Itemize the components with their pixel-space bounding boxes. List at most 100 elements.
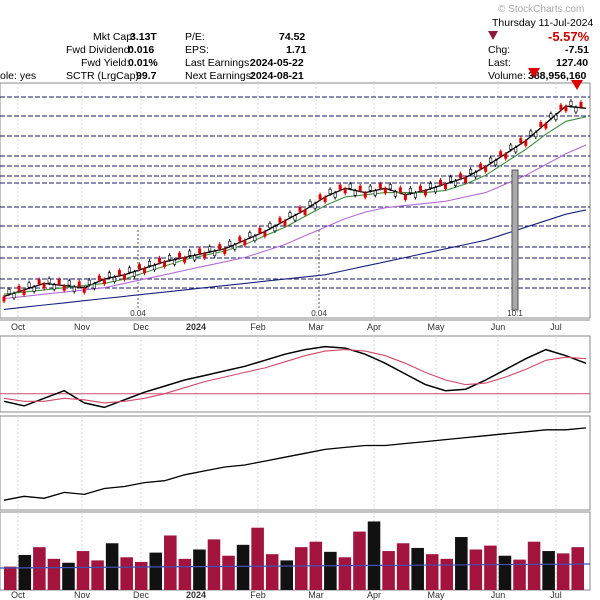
candle-body	[444, 184, 448, 190]
candle-body	[173, 259, 177, 265]
candle-body	[178, 252, 182, 258]
candle-body	[418, 185, 422, 191]
candle-body	[233, 244, 237, 250]
candle-body	[87, 279, 91, 285]
candle-body	[72, 286, 76, 292]
panel-2	[0, 415, 591, 511]
candle-body	[489, 157, 493, 163]
pe-value: 74.52	[279, 31, 306, 43]
volume-ma-line	[0, 563, 591, 569]
volume-bar	[91, 560, 104, 590]
candle-body	[107, 272, 111, 278]
candle-body	[514, 147, 518, 153]
candle-body	[127, 267, 131, 273]
candle-body	[333, 192, 337, 198]
sctr-label: SCTR (LrgCap):	[66, 70, 142, 82]
eps-value: 1.71	[286, 44, 307, 56]
candle-body	[474, 172, 478, 178]
candle-body	[579, 102, 583, 107]
dividend-label: 0.04	[311, 309, 327, 318]
candle-body	[203, 253, 207, 259]
candle-body	[52, 284, 56, 290]
x-tick-label-bottom: May	[427, 590, 445, 600]
candle-body	[353, 190, 357, 196]
candle-body	[37, 279, 41, 285]
candle-body	[499, 151, 503, 157]
candle-body	[57, 279, 61, 285]
volume-bar	[62, 562, 75, 590]
candle-body	[438, 179, 442, 185]
last-earnings-label: Last Earnings:	[185, 57, 253, 69]
volume-bar	[571, 547, 584, 590]
candle-body	[494, 160, 498, 166]
candle-body	[413, 192, 417, 198]
candle-body	[228, 240, 232, 246]
candle-body	[368, 185, 372, 191]
candle-body	[484, 166, 488, 172]
candle-body	[559, 104, 563, 110]
candle-body	[92, 283, 96, 289]
candle-body	[534, 132, 538, 138]
candle-body	[479, 163, 483, 169]
volume-bar	[33, 547, 46, 590]
x-tick-label: Oct	[11, 322, 26, 332]
x-tick-label: Jul	[550, 322, 562, 332]
x-tick-label: Feb	[250, 322, 266, 332]
volume-bar	[513, 559, 526, 590]
split-bar	[511, 169, 519, 311]
down-arrow-icon	[571, 80, 583, 90]
volume-bar	[498, 555, 512, 590]
candle-body	[554, 114, 558, 120]
candle-body	[2, 296, 6, 302]
candle-body	[258, 227, 262, 233]
candle-body	[32, 286, 36, 292]
volume-bar	[193, 549, 206, 590]
candle-body	[464, 177, 468, 183]
candle-body	[398, 187, 402, 193]
candle-body	[288, 212, 292, 218]
volume-bar	[556, 553, 570, 590]
volume-bar	[120, 557, 133, 590]
candle-body	[393, 191, 397, 197]
candle-body	[22, 290, 26, 295]
candle-body	[308, 200, 312, 206]
candle-body	[378, 183, 382, 189]
candle-body	[298, 206, 302, 212]
volume-value: 388,956,160	[528, 70, 587, 82]
volume-label: Volume:	[488, 70, 526, 82]
candle-body	[208, 246, 212, 252]
candle-body	[303, 210, 307, 215]
candle-body	[77, 281, 81, 287]
last-earnings-value: 2024-05-22	[250, 57, 304, 69]
candle-body	[358, 185, 362, 191]
volume-bar	[542, 551, 555, 590]
volume-bar	[222, 555, 235, 590]
candle-body	[27, 282, 31, 288]
candle-body	[433, 187, 437, 193]
volume-bar	[207, 539, 221, 590]
volume-bar	[18, 554, 32, 590]
x-tick-label: Apr	[367, 322, 381, 332]
candle-body	[383, 188, 387, 194]
candle-body	[47, 278, 51, 284]
x-tick-label-bottom: Mar	[308, 590, 324, 600]
candle-body	[283, 220, 287, 226]
volume-bar	[295, 547, 308, 590]
volume-bar	[236, 544, 250, 590]
candle-body	[318, 194, 322, 200]
candle-body	[137, 264, 141, 270]
candle-body	[449, 176, 453, 182]
candle-body	[253, 235, 257, 241]
x-tick-label: May	[427, 322, 445, 332]
candle-body	[12, 293, 16, 299]
candle-body	[168, 255, 172, 260]
volume-bar	[4, 566, 17, 590]
volume-bar	[382, 551, 395, 590]
sma-mid-line	[3, 144, 587, 300]
candle-body	[248, 232, 252, 238]
volume-bar	[251, 527, 264, 590]
fwd-dividend-label: Fwd Dividend:	[66, 44, 133, 56]
sma-long-line	[3, 209, 587, 310]
candle-body	[193, 255, 197, 261]
candle-body	[142, 268, 146, 274]
